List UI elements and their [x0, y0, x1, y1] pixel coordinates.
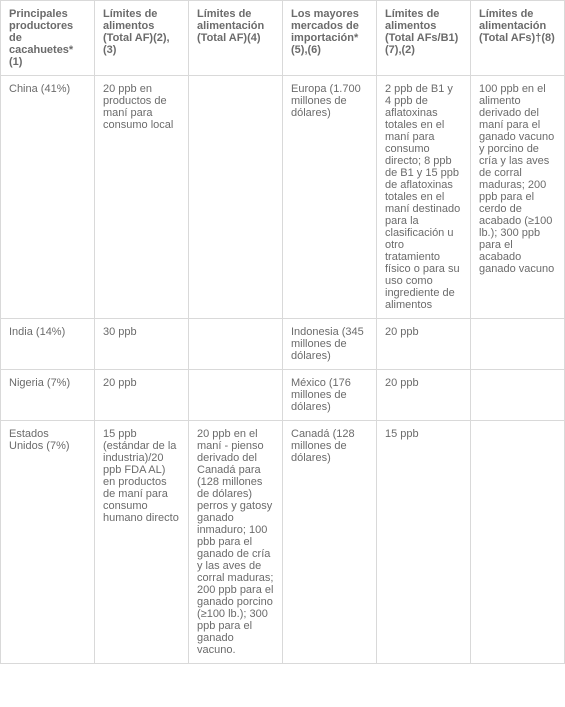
cell-food-limit: 20 ppb en productos de maní para consumo…	[95, 76, 189, 319]
cell-food-limit: 20 ppb	[95, 370, 189, 421]
cell-import-market: Canadá (128 millones de dólares)	[283, 421, 377, 664]
table-row: Estados Unidos (7%) 15 ppb (estándar de …	[1, 421, 565, 664]
col-header: Límites de alimentos (Total AFs/B1) (7),…	[377, 1, 471, 76]
cell-feed-limit	[189, 370, 283, 421]
table-row: Nigeria (7%) 20 ppb México (176 millones…	[1, 370, 565, 421]
cell-feed-limit	[189, 319, 283, 370]
cell-food-limit-b1: 20 ppb	[377, 319, 471, 370]
col-header: Los mayores mercados de importación* (5)…	[283, 1, 377, 76]
col-header: Principales productores de cacahuetes* (…	[1, 1, 95, 76]
cell-feed-limit-total	[471, 421, 565, 664]
cell-food-limit-b1: 15 ppb	[377, 421, 471, 664]
col-header: Límites de alimentación (Total AF)(4)	[189, 1, 283, 76]
col-header: Límites de alimentos (Total AF)(2),(3)	[95, 1, 189, 76]
table-header-row: Principales productores de cacahuetes* (…	[1, 1, 565, 76]
aflatoxin-limits-table: Principales productores de cacahuetes* (…	[0, 0, 565, 664]
cell-food-limit: 30 ppb	[95, 319, 189, 370]
cell-food-limit-b1: 20 ppb	[377, 370, 471, 421]
cell-food-limit-b1: 2 ppb de B1 y 4 ppb de aflatoxinas total…	[377, 76, 471, 319]
cell-producer: India (14%)	[1, 319, 95, 370]
cell-feed-limit	[189, 76, 283, 319]
cell-producer: China (41%)	[1, 76, 95, 319]
col-header: Límites de alimentación (Total AFs)†(8)	[471, 1, 565, 76]
table-row: India (14%) 30 ppb Indonesia (345 millon…	[1, 319, 565, 370]
table-row: China (41%) 20 ppb en productos de maní …	[1, 76, 565, 319]
cell-feed-limit-total: 100 ppb en el alimento derivado del maní…	[471, 76, 565, 319]
cell-feed-limit-total	[471, 319, 565, 370]
cell-food-limit: 15 ppb (estándar de la industria)/20 ppb…	[95, 421, 189, 664]
cell-producer: Nigeria (7%)	[1, 370, 95, 421]
cell-producer: Estados Unidos (7%)	[1, 421, 95, 664]
cell-import-market: Europa (1.700 millones de dólares)	[283, 76, 377, 319]
cell-import-market: Indonesia (345 millones de dólares)	[283, 319, 377, 370]
cell-import-market: México (176 millones de dólares)	[283, 370, 377, 421]
cell-feed-limit: 20 ppb en el maní - pienso derivado del …	[189, 421, 283, 664]
cell-feed-limit-total	[471, 370, 565, 421]
